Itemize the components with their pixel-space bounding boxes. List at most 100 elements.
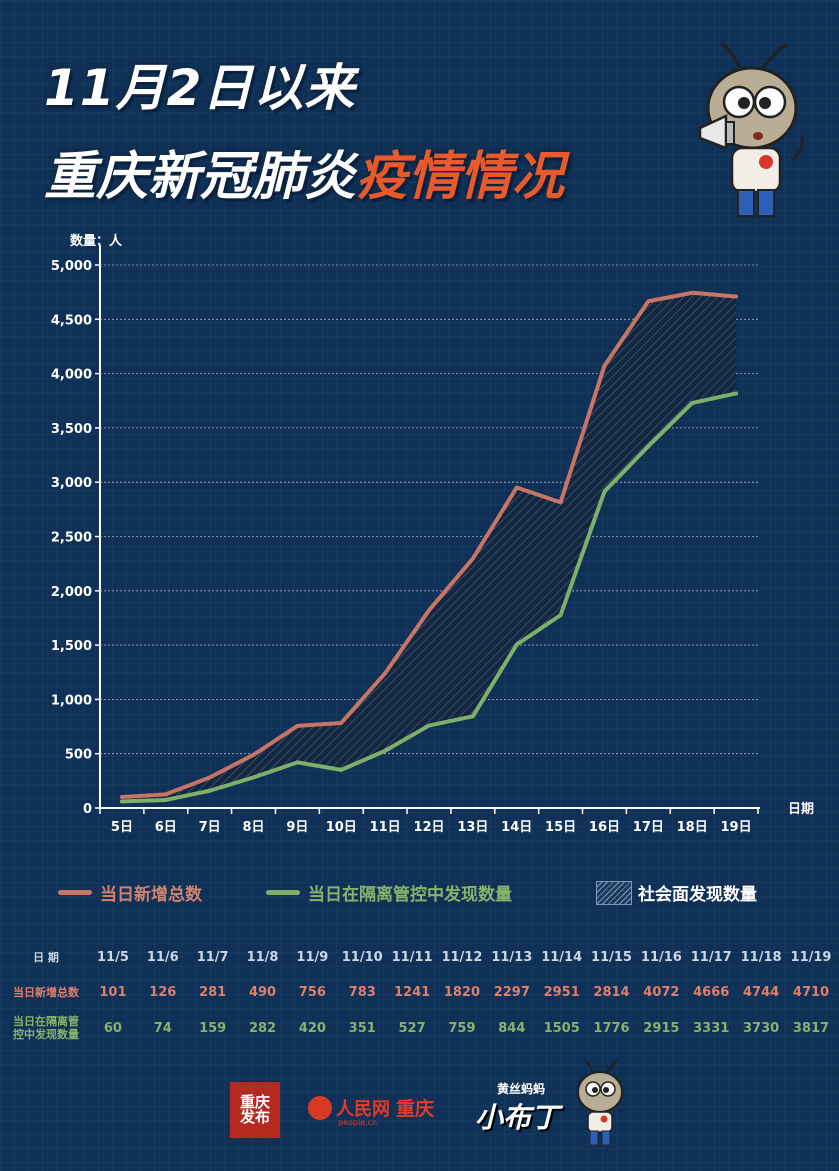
community-area xyxy=(121,292,737,802)
total-cell: 490 xyxy=(248,984,277,1000)
table-row-totals: 当日新增总数 101 126 281 490 756 783 1241 1820 2297 295… xyxy=(4,974,836,1010)
isolated-cell: 3331 xyxy=(693,1020,730,1036)
isolated-cell: 3817 xyxy=(792,1020,830,1036)
total-cell: 783 xyxy=(348,984,376,1000)
x-tick-label: 16日 xyxy=(589,820,620,835)
y-tick-label: 0 xyxy=(83,802,92,817)
total-cell: 2814 xyxy=(593,984,630,1000)
legend-swatch-total xyxy=(58,890,92,895)
total-cell: 2297 xyxy=(493,984,530,1000)
isolated-cell: 351 xyxy=(348,1020,376,1036)
total-cell: 4744 xyxy=(743,984,780,1000)
y-tick-label: 500 xyxy=(65,748,92,763)
y-tick-label: 1,000 xyxy=(51,693,92,708)
title-line-1: 11月2日以来 xyxy=(44,59,356,117)
isolated-cell: 527 xyxy=(398,1020,426,1036)
people-net-emblem-icon xyxy=(308,1095,332,1120)
legend-label-community: 社会面发现数量 xyxy=(638,885,757,905)
total-cell: 1820 xyxy=(443,984,481,1000)
isolated-cell: 60 xyxy=(103,1020,122,1036)
isolated-cell: 159 xyxy=(199,1020,227,1036)
total-cell: 4072 xyxy=(643,984,680,1000)
total-cell: 126 xyxy=(149,984,177,1000)
isolated-cell: 420 xyxy=(298,1020,326,1036)
table-label-isolated: 当日在隔离管 控中发现数量 xyxy=(4,1010,88,1046)
x-tick-label: 11日 xyxy=(370,820,401,835)
date-cell: 11/19 xyxy=(790,949,832,965)
y-tick-label: 3,000 xyxy=(51,476,92,491)
table-row-isolated: 当日在隔离管 控中发现数量 60 74 159 282 420 351 527 759 844 15… xyxy=(4,1010,836,1046)
table-row-dates: 日 期 11/5 11/6 11/7 11/8 11/9 11/10 11/11 11/12 1… xyxy=(4,940,836,974)
x-tick-label: 6日 xyxy=(155,820,177,835)
footer-logos: 重庆发布 人民网 重庆 people.cn 黄丝蚂蚂 小布丁 xyxy=(230,1078,630,1138)
isolated-cell: 1505 xyxy=(543,1020,580,1036)
date-cell: 11/7 xyxy=(196,949,229,965)
x-tick-label: 12日 xyxy=(413,820,444,835)
line-chart: 数量：人 日期 0 500 1,000 1,500 2,000 2,500 3,000 3,5… xyxy=(51,233,814,835)
xiaobuding-logo: 黄丝蚂蚂 小布丁 xyxy=(475,1078,575,1138)
x-tick-label: 13日 xyxy=(457,820,488,835)
y-tick-label: 3,500 xyxy=(51,422,92,437)
title-line-2-white: 重庆新冠肺炎 xyxy=(44,147,357,207)
y-tick-label: 4,000 xyxy=(51,368,92,383)
date-cell: 11/15 xyxy=(591,949,632,965)
people-net-city: 重庆 xyxy=(396,1098,435,1120)
y-tick-label: 2,500 xyxy=(51,531,92,546)
people-net-domain: people.cn xyxy=(338,1118,378,1127)
series-line xyxy=(119,391,739,804)
title-line-2-highlight: 疫情情况 xyxy=(356,147,565,207)
x-tick-label: 5日 xyxy=(111,820,133,835)
date-cell: 11/14 xyxy=(541,949,583,965)
date-cell: 11/10 xyxy=(341,949,383,965)
x-axis-label: 日期 xyxy=(788,802,814,817)
mascot-ant-megaphone-icon xyxy=(698,42,804,217)
legend-swatch-isolated xyxy=(266,890,300,895)
people-net-logo: 人民网 重庆 people.cn xyxy=(308,1094,435,1127)
date-cell: 11/6 xyxy=(146,949,179,965)
date-cell: 11/13 xyxy=(491,949,533,965)
xiaobuding-logo-big: 小布丁 xyxy=(475,1101,560,1134)
legend-label-isolated: 当日在隔离管控中发现数量 xyxy=(308,885,512,905)
isolated-cell: 74 xyxy=(153,1020,172,1036)
legend-item-total: 当日新增总数 xyxy=(58,880,202,905)
y-tick-label: 2,000 xyxy=(51,585,92,600)
x-tick-label: 14日 xyxy=(501,820,532,835)
total-cell: 4710 xyxy=(792,984,830,1000)
x-tick-label: 17日 xyxy=(633,820,664,835)
area-layer xyxy=(121,292,737,802)
title-line-2: 重庆新冠肺炎疫情情况 xyxy=(44,134,564,209)
table-label-total: 当日新增总数 xyxy=(13,985,79,999)
date-cell: 11/12 xyxy=(441,949,483,965)
date-cell: 11/17 xyxy=(690,949,732,965)
mascot-ant-small-icon xyxy=(577,1059,623,1146)
series-line xyxy=(119,290,739,800)
date-cell: 11/9 xyxy=(296,949,329,965)
xiaobuding-logo-small: 黄丝蚂蚂 xyxy=(497,1082,546,1096)
date-cell: 11/11 xyxy=(391,949,433,965)
x-tick-label: 7日 xyxy=(199,820,221,835)
data-table: 日 期 11/5 11/6 11/7 11/8 11/9 11/10 11/11 11/12 1… xyxy=(4,940,836,1046)
legend: 当日新增总数 当日在隔离管控中发现数量 社会面发现数量 xyxy=(58,880,818,910)
legend-item-community: 社会面发现数量 xyxy=(596,880,757,905)
y-tick-label: 5,000 xyxy=(51,259,92,274)
chongqing-release-logo: 重庆发布 xyxy=(230,1082,280,1138)
y-tick-label: 1,500 xyxy=(51,639,92,654)
isolated-cell: 1776 xyxy=(593,1020,630,1036)
isolated-cell: 3730 xyxy=(743,1020,780,1036)
total-cell: 1241 xyxy=(393,984,431,1000)
x-tick-label: 8日 xyxy=(243,820,265,835)
date-cell: 11/5 xyxy=(96,949,129,965)
x-tick-label: 15日 xyxy=(545,820,576,835)
y-tick-label: 4,500 xyxy=(51,313,92,328)
isolated-cell: 2915 xyxy=(643,1020,680,1036)
total-cell: 2951 xyxy=(543,984,580,1000)
table-label-date: 日 期 xyxy=(33,950,59,964)
y-axis-unit-label: 数量：人 xyxy=(70,233,123,249)
total-cell: 281 xyxy=(199,984,227,1000)
axis-layer: 0 500 1,000 1,500 2,000 2,500 3,000 3,500 4,000 4… xyxy=(51,245,760,835)
title-block: 11月2日以来 重庆新冠肺炎疫情情况 xyxy=(44,48,564,209)
date-cell: 11/18 xyxy=(740,949,782,965)
chongqing-release-logo-text: 重庆发布 xyxy=(239,1093,270,1126)
isolated-cell: 844 xyxy=(498,1020,526,1036)
x-tick-label: 10日 xyxy=(326,820,357,835)
